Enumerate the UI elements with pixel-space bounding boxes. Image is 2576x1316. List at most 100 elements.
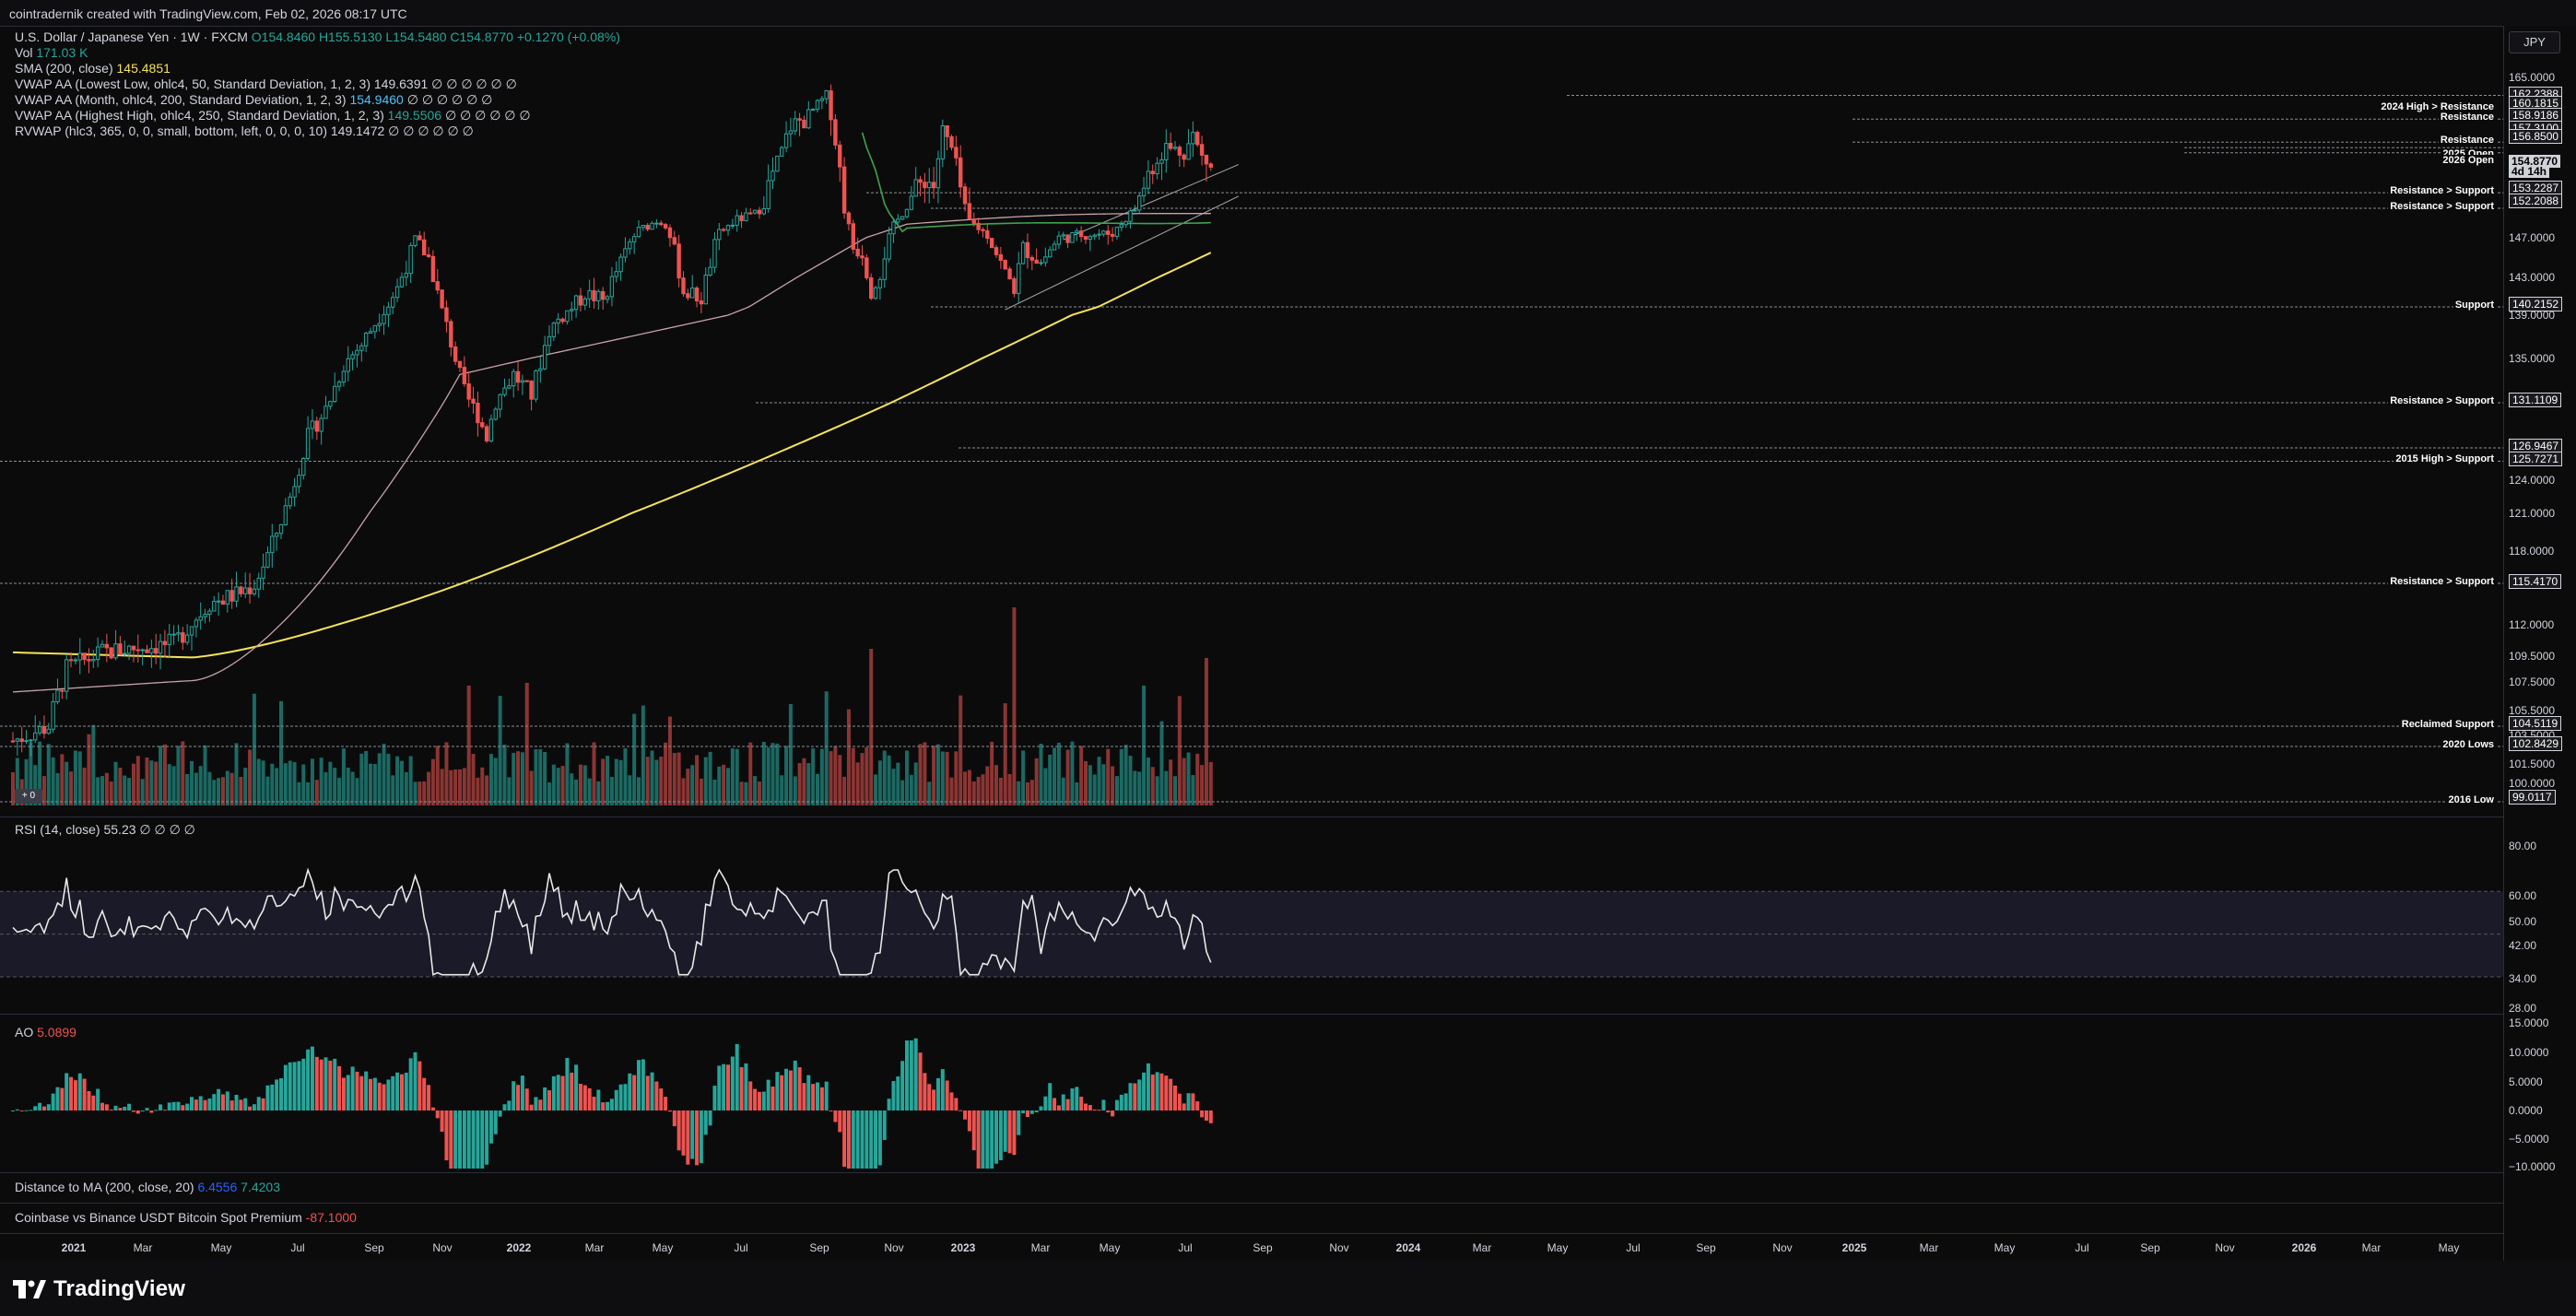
- volume-bar: [1195, 753, 1200, 805]
- ao-bar: [11, 1110, 15, 1111]
- ao-bar: [1003, 1110, 1007, 1152]
- candle-body: [757, 209, 762, 215]
- ao-bar: [654, 1081, 659, 1110]
- candle-body: [1168, 143, 1173, 149]
- volume-bar: [145, 757, 149, 805]
- volume-bar: [609, 776, 614, 805]
- pane-separator-ao[interactable]: [0, 1014, 2503, 1015]
- ao-bar: [69, 1076, 74, 1110]
- volume-badge[interactable]: + 0: [15, 789, 42, 804]
- ao-bar: [949, 1092, 954, 1110]
- price-axis-label: 100.0000: [2509, 777, 2556, 790]
- attribution-bar: cointradernik created with TradingView.c…: [0, 0, 2576, 27]
- candle-body: [927, 182, 932, 189]
- volume-bar: [77, 751, 82, 805]
- sma-label: SMA (200, close): [15, 61, 113, 76]
- level-label: Resistance: [2438, 112, 2496, 123]
- ao-bar: [1061, 1094, 1065, 1110]
- time-axis-label: Nov: [2215, 1241, 2235, 1254]
- legend-vwap3-row[interactable]: VWAP AA (Highest High, ohlc4, 250, Stand…: [15, 108, 620, 123]
- ao-bar: [60, 1087, 65, 1110]
- ao-bar: [570, 1072, 574, 1110]
- volume-bar: [1012, 607, 1017, 805]
- brand-name: TradingView: [53, 1276, 186, 1301]
- candle-body: [91, 658, 96, 662]
- ao-bar: [435, 1110, 440, 1119]
- ao-bar: [833, 1110, 838, 1122]
- candlesticks[interactable]: [10, 84, 1213, 757]
- volume-bar: [641, 705, 645, 805]
- volume-bar: [391, 775, 395, 805]
- level-label: 2024 High > Resistance: [2379, 101, 2496, 112]
- candle-body: [77, 652, 82, 661]
- price-axis-label: 102.8429: [2509, 736, 2563, 751]
- ao-bar: [462, 1110, 466, 1169]
- volume-bar: [578, 764, 582, 805]
- candle-body: [703, 275, 708, 305]
- candle-body: [377, 323, 382, 326]
- volume-bar: [1043, 768, 1048, 805]
- candle-body: [865, 257, 869, 278]
- candle-body: [994, 247, 999, 255]
- candle-body: [1146, 170, 1151, 189]
- ao-bar: [176, 1101, 181, 1110]
- volume-bar: [802, 758, 806, 805]
- ao-legend[interactable]: AO 5.0899: [15, 1025, 76, 1040]
- currency-button[interactable]: JPY: [2509, 31, 2560, 53]
- volume-bar: [395, 756, 400, 805]
- volume-bar: [341, 748, 346, 805]
- candle-body: [1070, 232, 1075, 243]
- volume-bar: [220, 777, 225, 805]
- ao-bar: [1111, 1110, 1115, 1117]
- ao-bar: [440, 1110, 444, 1133]
- legend-symbol-row[interactable]: U.S. Dollar / Japanese Yen · 1W · FXCM O…: [15, 29, 620, 45]
- candle-body: [735, 215, 739, 226]
- ao-bar: [628, 1073, 632, 1110]
- legend-rvwap-row[interactable]: RVWAP (hlc3, 365, 0, 0, small, bottom, l…: [15, 123, 620, 139]
- candle-body: [1101, 230, 1106, 235]
- ao-bar: [900, 1061, 905, 1110]
- candle-body: [239, 586, 243, 594]
- volume-bar: [176, 746, 181, 805]
- candle-body: [359, 345, 364, 351]
- candle-body: [131, 645, 136, 651]
- candle-body: [1106, 230, 1111, 235]
- price-axis-label: 135.0000: [2509, 352, 2556, 365]
- premium-legend[interactable]: Coinbase vs Binance USDT Bitcoin Spot Pr…: [15, 1210, 357, 1225]
- candle-body: [998, 253, 1004, 261]
- ao-bar: [1070, 1088, 1075, 1110]
- ao-bar: [113, 1105, 118, 1110]
- candle-body: [690, 288, 695, 299]
- legend-vwap1-row[interactable]: VWAP AA (Lowest Low, ohlc4, 50, Standard…: [15, 76, 620, 92]
- ao-bar: [190, 1097, 194, 1110]
- volume-bar: [860, 753, 865, 805]
- moving-averages: [12, 132, 1212, 693]
- pane-separator-distance[interactable]: [0, 1172, 2503, 1173]
- price-axis[interactable]: [2503, 26, 2576, 1261]
- time-axis[interactable]: 2021 Mar May Jul Sep Nov 2022 Mar May Jul Sep Nov 20…: [0, 1233, 2503, 1262]
- candle-body: [650, 222, 654, 230]
- legend-vwap2-row[interactable]: VWAP AA (Month, ohlc4, 200, Standard Dev…: [15, 92, 620, 108]
- volume-bar: [628, 775, 632, 805]
- candle-body: [967, 203, 972, 220]
- time-axis-label: Mar: [1030, 1241, 1051, 1254]
- volume-bar: [46, 744, 51, 805]
- candle-body: [265, 552, 270, 568]
- ao-bar: [664, 1097, 668, 1110]
- pane-separator-premium[interactable]: [0, 1203, 2503, 1204]
- tradingview-logo[interactable]: TradingView: [13, 1276, 185, 1302]
- chart-canvas[interactable]: [0, 26, 2503, 1233]
- rsi-legend[interactable]: RSI (14, close) 55.23 ∅ ∅ ∅ ∅: [15, 822, 195, 838]
- legend-sma-row[interactable]: SMA (200, close) 145.4851: [15, 61, 620, 76]
- ao-bar: [806, 1075, 811, 1110]
- distance-legend[interactable]: Distance to MA (200, close, 20) 6.4556 7…: [15, 1180, 280, 1194]
- ao-bar: [297, 1061, 301, 1110]
- ao-bar: [198, 1096, 203, 1110]
- legend-vol-row[interactable]: Vol 171.03 K: [15, 45, 620, 61]
- ao-bar: [686, 1110, 690, 1165]
- ao-bar: [699, 1110, 703, 1164]
- ao-bar: [788, 1070, 793, 1110]
- ao-bar: [520, 1075, 524, 1110]
- candle-body: [466, 382, 471, 400]
- volume-bar: [382, 744, 386, 805]
